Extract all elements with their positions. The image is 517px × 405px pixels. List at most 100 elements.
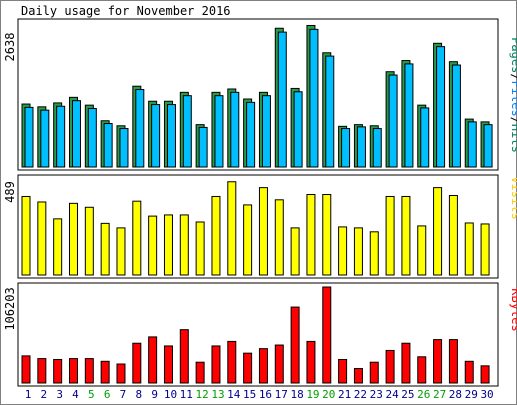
- bar-files-day-23: [372, 128, 382, 168]
- x-label-day-27: 27: [433, 388, 446, 401]
- bar-visits-day-14: [227, 181, 237, 276]
- bar-visits-day-17: [274, 199, 284, 276]
- bar-files-day-16: [261, 95, 271, 168]
- x-label-day-11: 11: [180, 388, 193, 401]
- bar-visits-day-4: [68, 202, 78, 276]
- bar-visits-day-5: [84, 206, 94, 276]
- bar-visits-day-30: [480, 223, 490, 276]
- bar-kbytes-day-1: [21, 355, 31, 384]
- bar-visits-day-8: [132, 200, 142, 276]
- bar-kbytes-day-29: [464, 360, 474, 384]
- legend-sep-2: /: [509, 117, 517, 124]
- bar-visits-day-2: [37, 201, 47, 276]
- bar-kbytes-day-30: [480, 365, 490, 384]
- legend-visits: Visits: [509, 176, 517, 219]
- panel-kbytes: [17, 282, 499, 387]
- x-label-day-1: 1: [25, 388, 32, 401]
- x-label-day-3: 3: [56, 388, 63, 401]
- bar-files-day-15: [246, 101, 256, 168]
- legend-pages-files-hits: Pages/Files/Hits: [509, 37, 517, 153]
- legend-files: Files: [509, 81, 517, 117]
- bar-files-day-14: [230, 91, 240, 168]
- bar-visits-day-18: [290, 227, 300, 276]
- bar-visits-day-7: [116, 227, 126, 276]
- bar-kbytes-day-13: [211, 345, 221, 384]
- legend-kbytes: KBytes: [509, 288, 517, 331]
- bar-visits-day-28: [448, 194, 458, 276]
- bar-visits-day-23: [369, 231, 379, 276]
- bar-visits-day-13: [211, 195, 221, 276]
- bar-kbytes-day-12: [195, 361, 205, 384]
- x-label-day-7: 7: [120, 388, 127, 401]
- x-label-day-18: 18: [290, 388, 303, 401]
- bar-kbytes-day-21: [338, 358, 348, 384]
- x-label-day-19: 19: [306, 388, 319, 401]
- bar-visits-day-22: [353, 227, 363, 276]
- bar-visits-day-6: [100, 222, 110, 276]
- bar-kbytes-day-19: [306, 340, 316, 384]
- bar-visits-day-20: [322, 194, 332, 276]
- bar-visits-day-10: [163, 214, 173, 276]
- x-label-day-2: 2: [41, 388, 48, 401]
- bar-visits-day-1: [21, 195, 31, 276]
- x-label-day-4: 4: [72, 388, 79, 401]
- x-label-day-24: 24: [385, 388, 399, 401]
- bar-files-day-29: [467, 121, 477, 168]
- bar-files-day-1: [24, 106, 34, 168]
- bar-files-day-21: [341, 128, 351, 168]
- bar-visits-day-26: [417, 225, 427, 276]
- bar-files-day-10: [166, 104, 176, 168]
- bar-visits-day-12: [195, 221, 205, 276]
- x-label-day-13: 13: [211, 388, 224, 401]
- bar-visits-day-27: [433, 187, 443, 276]
- bar-files-day-12: [198, 126, 208, 168]
- legend-pages: Pages: [509, 37, 517, 73]
- bar-kbytes-day-22: [353, 368, 363, 384]
- bar-visits-day-15: [243, 204, 253, 276]
- bars-kbytes: [21, 286, 490, 384]
- x-label-day-15: 15: [243, 388, 256, 401]
- bar-kbytes-day-7: [116, 363, 126, 384]
- bar-files-day-27: [436, 46, 446, 168]
- bar-files-day-20: [325, 55, 335, 168]
- panel-visits: [17, 174, 499, 279]
- bar-kbytes-day-16: [258, 348, 268, 384]
- x-label-day-12: 12: [196, 388, 209, 401]
- bar-files-day-6: [103, 123, 113, 168]
- bar-kbytes-day-15: [243, 352, 253, 384]
- bar-files-day-17: [277, 31, 287, 168]
- x-label-day-20: 20: [322, 388, 335, 401]
- x-axis-day-labels: 1 2 3 4 5 6 7 8 9 10 11 12 13 14 15 16 17 18 19 20 21 22 23 24 2…: [25, 388, 494, 401]
- bar-kbytes-day-6: [100, 360, 110, 384]
- y-max-label-kbytes: 106203: [3, 287, 17, 330]
- bar-files-day-9: [151, 104, 161, 168]
- bar-files-day-5: [87, 107, 97, 168]
- bar-kbytes-day-28: [448, 339, 458, 384]
- x-label-day-29: 29: [465, 388, 478, 401]
- bar-files-day-28: [451, 64, 461, 168]
- bar-kbytes-day-9: [148, 336, 158, 384]
- legend-hits: Hits: [509, 124, 517, 153]
- bar-visits-day-21: [338, 226, 348, 276]
- bar-visits-day-24: [385, 195, 395, 276]
- bar-files-day-11: [182, 95, 192, 168]
- x-label-day-17: 17: [275, 388, 288, 401]
- bar-kbytes-day-5: [84, 358, 94, 384]
- bars-hits-files: [21, 24, 493, 168]
- x-label-day-10: 10: [164, 388, 177, 401]
- bar-files-day-3: [56, 105, 66, 168]
- x-label-day-25: 25: [401, 388, 414, 401]
- bar-kbytes-day-14: [227, 340, 237, 384]
- bar-files-day-8: [135, 89, 145, 168]
- bar-files-day-19: [309, 28, 319, 168]
- bar-visits-day-11: [179, 214, 189, 276]
- x-label-day-16: 16: [259, 388, 272, 401]
- bar-kbytes-day-27: [433, 339, 443, 384]
- bar-files-day-24: [388, 74, 398, 168]
- bar-files-day-7: [119, 128, 129, 168]
- chart-title: Daily usage for November 2016: [21, 4, 231, 18]
- bar-files-day-4: [71, 100, 81, 168]
- bar-files-day-22: [356, 126, 366, 168]
- bar-visits-day-19: [306, 194, 316, 276]
